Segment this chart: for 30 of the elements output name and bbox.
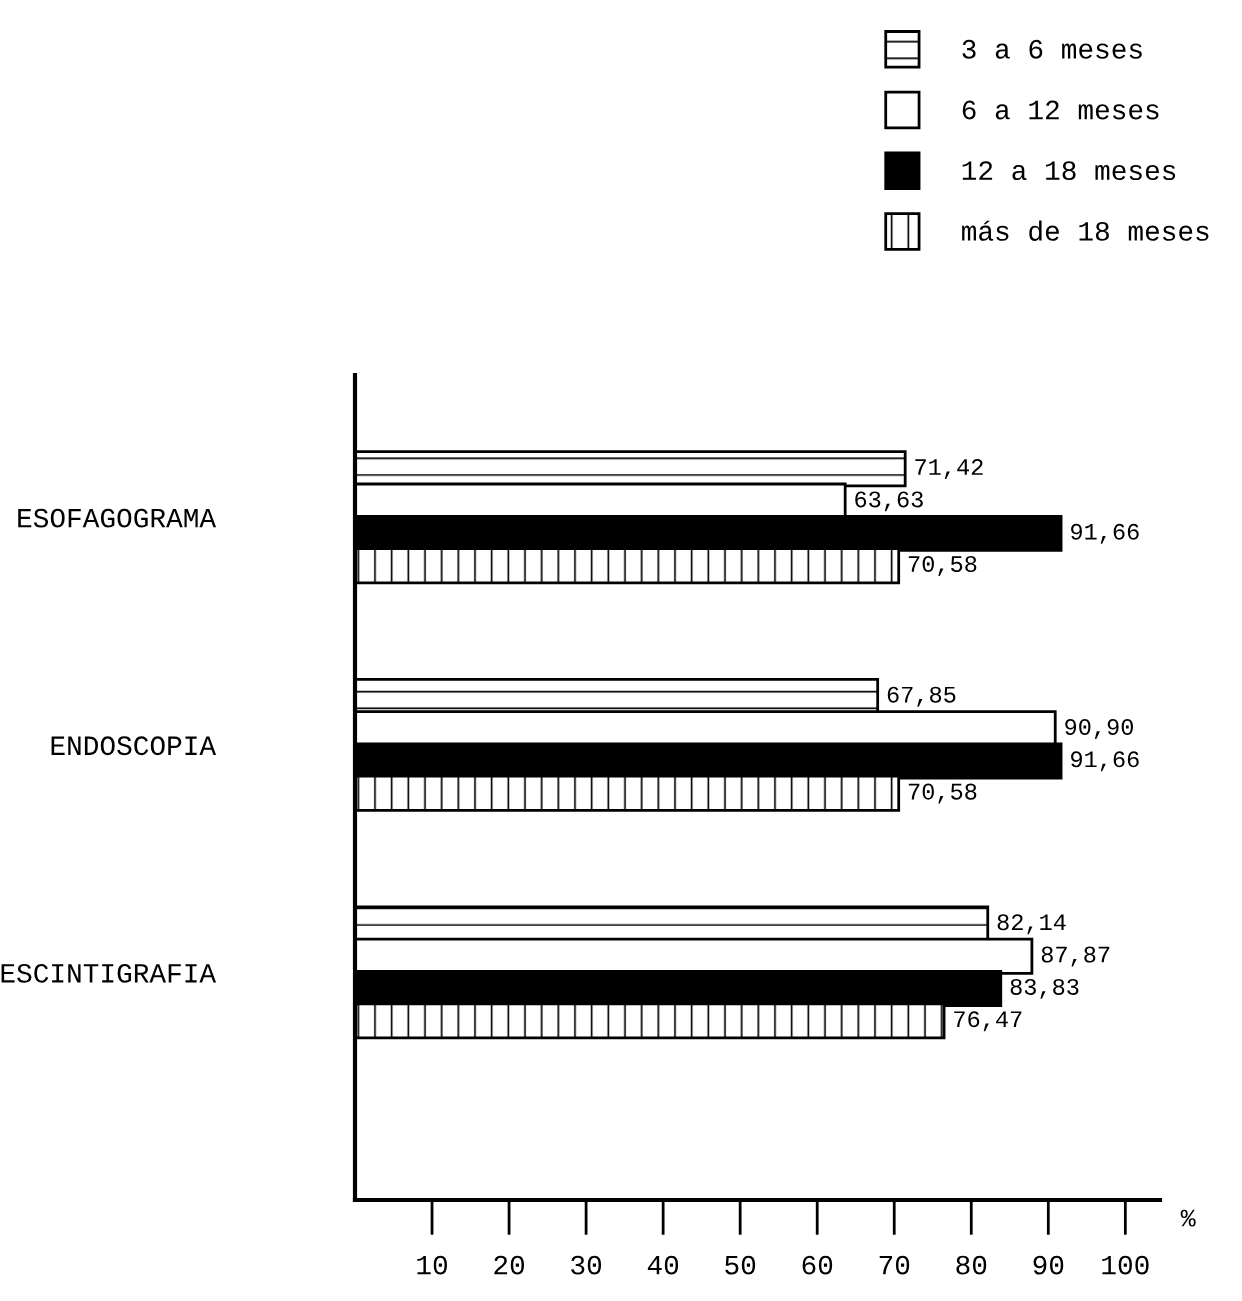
x-tick-label: 90 [1033, 1255, 1064, 1275]
data-label: 82,14 [997, 914, 1066, 935]
x-tick-label: 40 [647, 1255, 679, 1275]
y-tick-label: ESOFAGOGRAMA [18, 508, 217, 528]
legend-label: 3 a 6 meses [962, 39, 1142, 59]
x-tick-label: 80 [956, 1255, 987, 1275]
data-label: 70,58 [908, 556, 977, 577]
data-label: 63,63 [855, 491, 923, 512]
data-label: 87,87 [1041, 946, 1110, 967]
x-tick-label: 20 [494, 1255, 525, 1275]
data-label: 71,42 [915, 459, 983, 480]
legend-label: 12 a 18 meses [962, 161, 1176, 181]
x-axis-title: % [1180, 1209, 1196, 1227]
data-label: 67,85 [887, 686, 956, 707]
data-label: 83,83 [1010, 978, 1079, 999]
x-tick-label: 70 [879, 1255, 910, 1275]
legend-label: más de 18 meses [962, 220, 1209, 241]
data-label: 91,66 [1071, 751, 1139, 772]
legend-label: 6 a 12 meses [962, 100, 1159, 120]
y-tick-label: ENDOSCOPIA [51, 736, 217, 756]
y-tick-label: ESCINTIGRAFIA [1, 963, 217, 983]
x-tick-label: 100 [1102, 1255, 1149, 1275]
x-tick-label: 30 [571, 1255, 602, 1275]
data-label: 70,58 [908, 783, 977, 804]
data-label: 90,90 [1065, 718, 1133, 739]
x-tick-label: 10 [417, 1255, 447, 1275]
x-tick-label: 50 [725, 1255, 756, 1275]
x-tick-label: 60 [802, 1255, 833, 1275]
data-label: 91,66 [1071, 523, 1139, 544]
data-label: 76,47 [954, 1011, 1022, 1032]
